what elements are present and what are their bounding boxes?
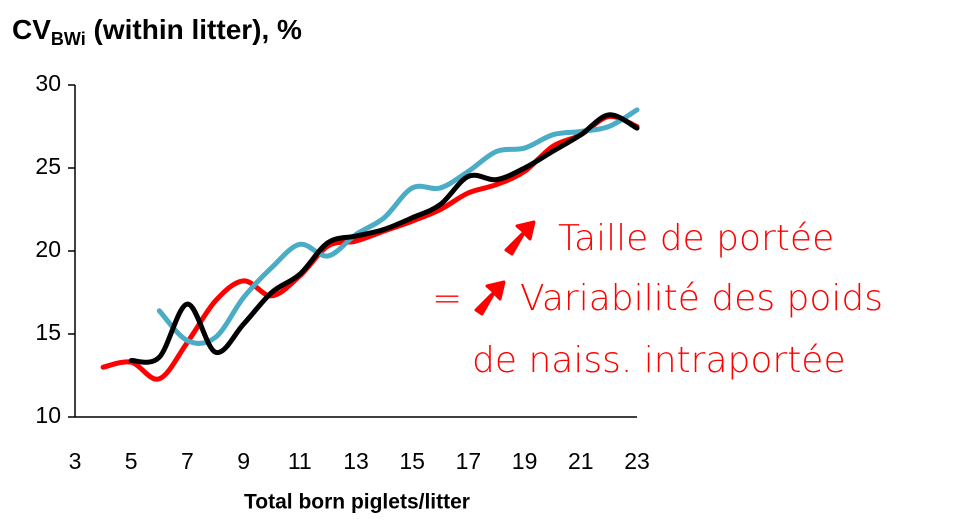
x-tick-label: 15 — [399, 448, 425, 474]
y-tick-label: 10 — [35, 402, 61, 428]
annotation: = — [432, 278, 462, 319]
y-tick-label: 30 — [35, 70, 61, 96]
up-arrow-icon — [474, 280, 506, 316]
data-line — [100, 114, 640, 382]
x-tick-label: 5 — [125, 448, 138, 474]
x-tick-label: 13 — [343, 448, 369, 474]
data-line — [128, 112, 640, 365]
annotation: Taille de portée — [558, 218, 834, 259]
y-tick-label: 20 — [35, 236, 61, 262]
x-tick-label: 3 — [69, 448, 82, 474]
up-arrow-icon — [504, 220, 536, 256]
x-axis-label: Total born piglets/litter — [244, 491, 470, 514]
data-line — [156, 107, 640, 346]
annotation: Variabilité des poids — [520, 278, 883, 319]
chart-title: CVBWi (within litter), % — [12, 14, 302, 48]
x-tick-label: 23 — [624, 448, 650, 474]
title-main: CV — [12, 14, 51, 45]
x-tick-label: 7 — [181, 448, 194, 474]
x-tick-label: 17 — [456, 448, 482, 474]
x-tick-label: 19 — [512, 448, 538, 474]
x-tick-label: 21 — [568, 448, 594, 474]
x-tick-label: 11 — [288, 448, 312, 474]
y-tick-label: 25 — [35, 153, 61, 179]
x-tick-label: 9 — [237, 448, 250, 474]
title-subscript: BWi — [51, 29, 86, 49]
annotation: de naiss. intraportée — [472, 340, 846, 381]
y-tick-label: 15 — [35, 319, 61, 345]
title-rest: (within litter), % — [86, 14, 302, 45]
